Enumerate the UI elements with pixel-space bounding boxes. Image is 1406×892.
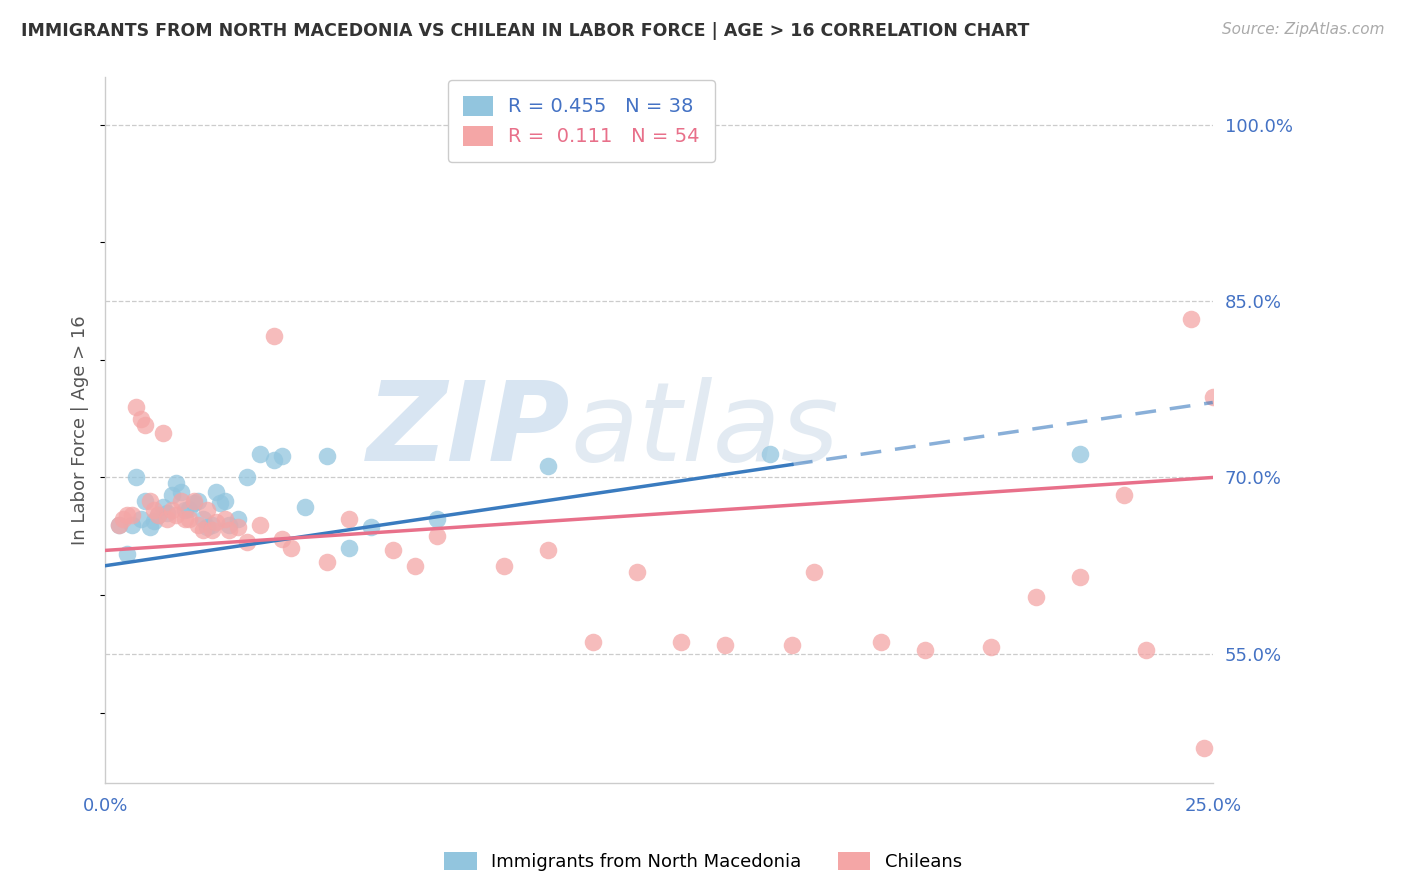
Text: ZIP: ZIP (367, 377, 571, 483)
Point (271, 450, 294, 464)
Point (382, 543, 405, 558)
Point (191, 511, 214, 525)
Y-axis label: In Labor Force | Age > 16: In Labor Force | Age > 16 (72, 316, 89, 545)
Point (191, 524, 214, 538)
Point (780, 638, 803, 652)
Text: atlas: atlas (571, 377, 839, 483)
Point (1069, 447, 1091, 461)
Point (337, 541, 360, 555)
Point (160, 488, 183, 502)
Text: IMMIGRANTS FROM NORTH MACEDONIA VS CHILEAN IN LABOR FORCE | AGE > 16 CORRELATION: IMMIGRANTS FROM NORTH MACEDONIA VS CHILE… (21, 22, 1029, 40)
Point (869, 635, 891, 649)
Point (187, 494, 209, 508)
Point (195, 520, 218, 534)
Point (187, 517, 209, 532)
Point (205, 484, 228, 499)
Point (174, 511, 197, 525)
Point (117, 547, 139, 561)
Point (107, 517, 129, 532)
Point (315, 555, 337, 569)
Point (1180, 311, 1202, 326)
Point (280, 541, 302, 555)
Point (360, 520, 382, 534)
Point (165, 508, 187, 522)
Point (337, 511, 360, 525)
Point (537, 543, 560, 558)
Point (1069, 570, 1091, 584)
Point (214, 511, 236, 525)
Point (1025, 591, 1047, 605)
Point (537, 458, 560, 473)
Point (294, 500, 316, 514)
Point (134, 494, 156, 508)
Point (165, 476, 187, 491)
Point (226, 511, 249, 525)
Point (980, 640, 1002, 654)
Point (156, 506, 179, 520)
Point (129, 511, 152, 525)
Point (236, 470, 259, 484)
Point (200, 517, 222, 532)
Point (1192, 741, 1215, 756)
Point (1202, 391, 1225, 405)
Point (111, 511, 134, 525)
Point (315, 450, 337, 464)
Point (1114, 488, 1136, 502)
Point (160, 503, 183, 517)
Point (148, 508, 170, 522)
Point (714, 638, 737, 652)
Point (758, 447, 780, 461)
Point (125, 470, 148, 484)
Point (129, 411, 152, 425)
Point (492, 558, 515, 573)
Point (134, 417, 156, 432)
Legend: R = 0.455   N = 38, R =  0.111   N = 54: R = 0.455 N = 38, R = 0.111 N = 54 (447, 80, 716, 162)
Point (117, 508, 139, 522)
Point (156, 511, 179, 525)
Point (125, 400, 148, 414)
Point (404, 558, 426, 573)
Text: Source: ZipAtlas.com: Source: ZipAtlas.com (1222, 22, 1385, 37)
Point (179, 511, 201, 525)
Point (1135, 643, 1157, 657)
Point (218, 524, 240, 538)
Point (218, 517, 240, 532)
Point (179, 502, 201, 516)
Point (214, 494, 236, 508)
Point (426, 529, 449, 543)
Point (200, 524, 222, 538)
Point (426, 511, 449, 525)
Point (152, 500, 174, 514)
Point (121, 508, 143, 522)
Point (138, 520, 160, 534)
Point (209, 496, 232, 510)
Point (169, 484, 191, 499)
Point (226, 520, 249, 534)
Point (914, 643, 936, 657)
Point (205, 515, 228, 529)
Point (236, 535, 259, 549)
Point (263, 452, 285, 467)
Point (581, 635, 603, 649)
Point (271, 532, 294, 546)
Point (249, 517, 271, 532)
Point (107, 517, 129, 532)
Point (148, 508, 170, 522)
Point (142, 514, 165, 528)
Point (138, 494, 160, 508)
Point (263, 329, 285, 343)
Legend: Immigrants from North Macedonia, Chileans: Immigrants from North Macedonia, Chilean… (437, 845, 969, 879)
Point (174, 503, 197, 517)
Point (169, 494, 191, 508)
Point (183, 496, 205, 510)
Point (626, 565, 648, 579)
Point (121, 517, 143, 532)
Point (669, 635, 692, 649)
Point (195, 503, 218, 517)
Point (249, 447, 271, 461)
Point (803, 565, 825, 579)
Point (142, 503, 165, 517)
Point (183, 494, 205, 508)
Point (152, 425, 174, 440)
